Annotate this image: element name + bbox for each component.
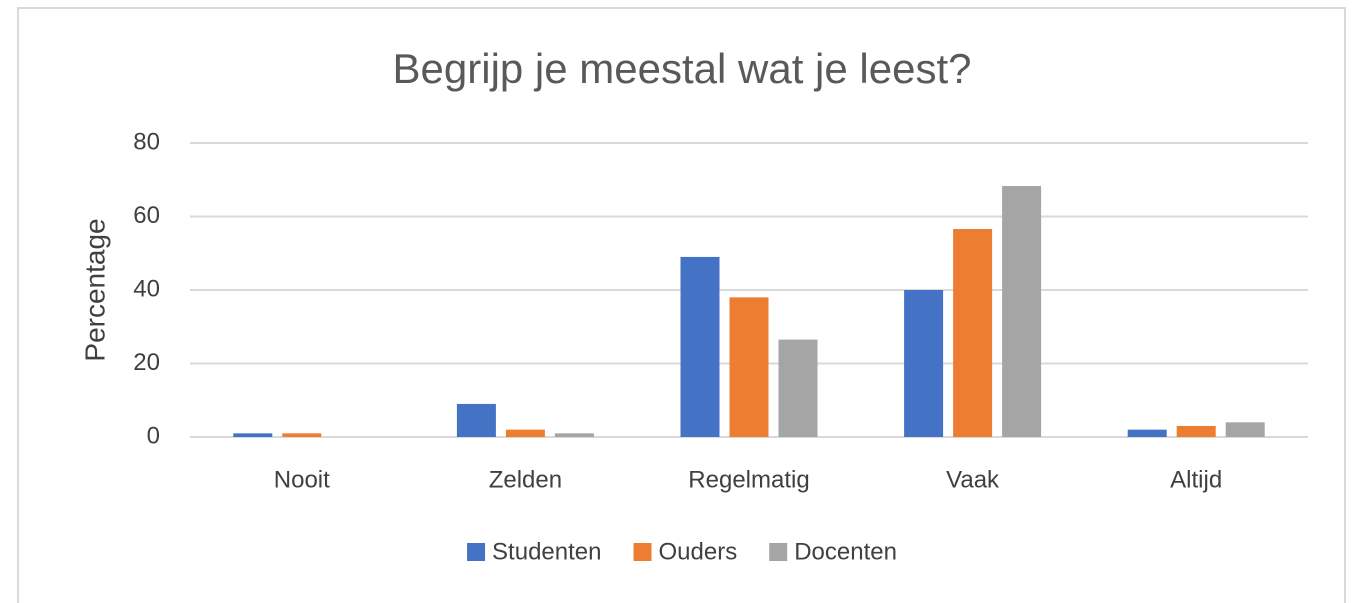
legend-swatch [769, 543, 788, 561]
bar [729, 297, 769, 437]
legend-label: Ouders [658, 538, 737, 565]
bar [778, 339, 818, 437]
y-tick-label: 0 [147, 422, 160, 449]
y-axis-label: Percentage [79, 218, 110, 361]
bar [456, 403, 496, 437]
bar [680, 256, 720, 437]
bar [554, 433, 594, 437]
bar [233, 433, 273, 437]
y-tick-label: 40 [133, 275, 160, 302]
bar [904, 290, 944, 437]
y-tick-label: 80 [133, 128, 160, 155]
bar [1225, 422, 1265, 437]
legend-label: Studenten [492, 538, 601, 565]
legend-swatch [633, 543, 652, 561]
x-tick-label: Vaak [946, 466, 1000, 493]
chart-title: Begrijp je meestal wat je leest? [393, 45, 972, 92]
bar [953, 228, 993, 437]
bar [1002, 185, 1042, 437]
x-tick-label: Nooit [274, 466, 330, 493]
x-tick-label: Regelmatig [688, 466, 809, 493]
legend-label: Docenten [794, 538, 897, 565]
bar [1176, 425, 1216, 437]
legend-swatch [467, 543, 486, 561]
x-tick-label: Zelden [489, 466, 562, 493]
bar [505, 429, 545, 437]
y-tick-label: 20 [133, 349, 160, 376]
bar [1127, 429, 1167, 437]
bar [282, 433, 322, 437]
x-tick-label: Altijd [1170, 466, 1222, 493]
y-tick-label: 60 [133, 202, 160, 229]
